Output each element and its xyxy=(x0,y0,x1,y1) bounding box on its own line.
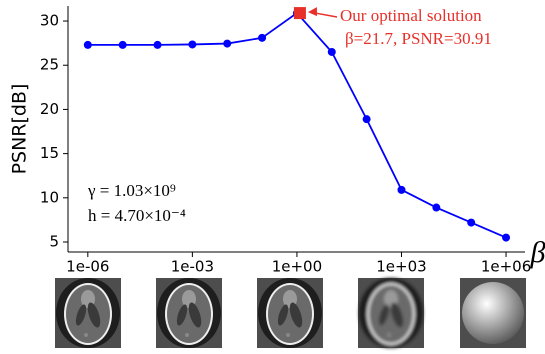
thumbnails xyxy=(55,278,526,348)
phantom-dot xyxy=(185,333,189,337)
data-point xyxy=(467,219,475,227)
y-tick-label: 25 xyxy=(40,56,59,74)
phantom xyxy=(258,278,322,348)
data-point xyxy=(363,115,371,123)
thumb-sphere xyxy=(462,282,524,344)
phantom-dot xyxy=(84,333,88,337)
annotation: β=21.7, PSNR=30.91 xyxy=(345,29,492,48)
y-tick-label: 5 xyxy=(49,233,59,251)
phantom xyxy=(359,278,423,348)
x-tick-label: 1e+00 xyxy=(272,258,322,276)
data-point xyxy=(188,40,196,48)
data-point xyxy=(502,234,510,242)
data-point xyxy=(223,40,231,48)
y-tick-label: 15 xyxy=(40,144,59,162)
data-point xyxy=(119,41,127,49)
x-tick-label: 1e+06 xyxy=(481,258,531,276)
phantom-dot xyxy=(286,333,290,337)
data-point xyxy=(432,204,440,212)
x-tick-label: 1e+03 xyxy=(376,258,426,276)
y-tick-label: 10 xyxy=(40,188,59,206)
parameter: γ = 1.03×10⁹ xyxy=(87,181,176,200)
phantom xyxy=(56,278,120,348)
x-axis-label: β xyxy=(530,236,545,269)
y-axis-label: PSNR[dB] xyxy=(9,84,31,175)
page: PSNR[dB] β γ = 1.03×10⁹ h = 4.70×10⁻⁴ 51… xyxy=(0,0,545,354)
x-tick-label: 1e-03 xyxy=(171,258,214,276)
x-tick-label: 1e-06 xyxy=(66,258,109,276)
phantom-dot xyxy=(387,333,391,337)
annotation: Our optimal solution xyxy=(340,6,482,25)
y-tick-label: 20 xyxy=(40,100,59,118)
data-point xyxy=(258,34,266,42)
chart: PSNR[dB] β γ = 1.03×10⁹ h = 4.70×10⁻⁴ 51… xyxy=(0,0,545,354)
data-point xyxy=(328,48,336,56)
phantom xyxy=(157,278,221,348)
annotation-arrowhead xyxy=(308,7,317,16)
data-point xyxy=(397,186,405,194)
data-point xyxy=(84,41,92,49)
y-tick-label: 30 xyxy=(40,12,59,30)
optimal-marker xyxy=(294,7,306,19)
data-point xyxy=(154,41,162,49)
parameter: h = 4.70×10⁻⁴ xyxy=(88,206,186,225)
